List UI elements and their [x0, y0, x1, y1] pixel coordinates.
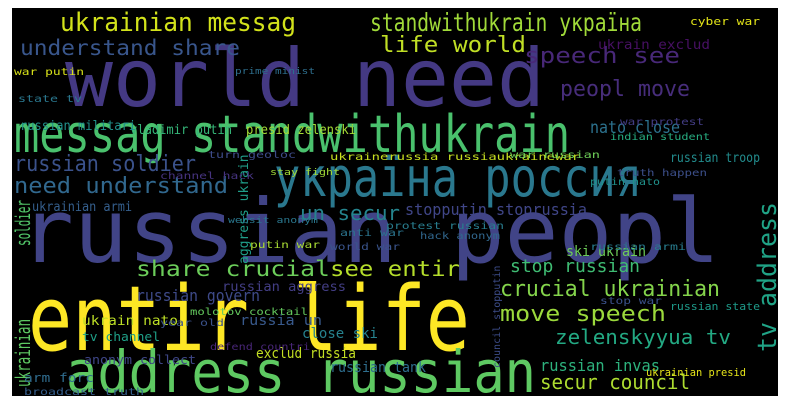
word: council stopputin: [492, 266, 503, 368]
word: year old: [160, 318, 224, 329]
cloud-background: [12, 8, 778, 396]
word: exclud russia: [256, 346, 356, 362]
word: understand share: [20, 36, 240, 60]
word: ukrainian presid: [646, 366, 746, 379]
word: broadcast truth: [24, 387, 144, 398]
word: stop russian: [510, 256, 640, 277]
word: war russian: [510, 150, 600, 161]
word: tv address: [753, 202, 783, 352]
word: stop war: [600, 296, 662, 307]
word: war protest: [620, 117, 704, 128]
word: life world: [380, 33, 526, 58]
word: russian peopl: [20, 180, 720, 283]
word: cyber war: [690, 15, 760, 28]
word: entir life: [28, 267, 470, 372]
word: molotov cocktail: [190, 307, 308, 318]
word: channel hack: [160, 171, 254, 182]
word: protest russian: [386, 221, 504, 232]
word: україна россия: [274, 146, 642, 209]
word: russia un: [240, 313, 322, 329]
word: soldier: [11, 200, 35, 246]
word: ukrainian messag: [60, 8, 296, 38]
word: world war: [330, 242, 400, 253]
word: anti war: [340, 228, 404, 239]
word: russian invas: [540, 356, 660, 375]
word: war putin: [14, 67, 84, 78]
word: truth happen: [617, 168, 707, 179]
word: russian govern: [136, 286, 260, 305]
word: stay fight: [270, 168, 340, 178]
word: ukrainian armi: [32, 200, 132, 215]
word: russian aggress: [222, 280, 346, 295]
word: secur council: [540, 370, 690, 394]
word: close ski: [302, 326, 378, 342]
word: russian militari: [20, 119, 136, 134]
word: crucial ukrainian: [500, 277, 720, 302]
word: aggress ukrain: [237, 154, 252, 264]
word: un secur: [300, 201, 400, 225]
word: standwithukrain україна: [370, 8, 642, 37]
word: russian soldier: [14, 152, 196, 177]
word: state tv: [18, 94, 82, 105]
word: address russian: [66, 338, 536, 405]
word: see entir: [330, 257, 460, 281]
word: prime minist: [235, 67, 315, 77]
word: messag standwithukrain: [14, 105, 570, 165]
word: indian student: [610, 132, 710, 143]
word: ukrainerussia russiaukrainewar: [330, 152, 580, 163]
word: move speech: [500, 302, 666, 327]
word: ukrain nato: [82, 314, 178, 329]
word: russian troop: [670, 151, 760, 166]
word: turn geoloc: [208, 150, 296, 161]
word: share crucial: [136, 257, 330, 281]
word: putin nato: [590, 177, 660, 188]
word: ukrainian: [11, 319, 35, 387]
word: presid zelenski: [246, 123, 356, 138]
word: tv channel: [82, 330, 160, 344]
word: peopl move: [560, 77, 690, 102]
word: world need: [65, 32, 545, 125]
word: arm forc: [24, 371, 94, 385]
word: ukrain exclud: [598, 38, 710, 53]
word: putin war: [250, 240, 320, 251]
word: hack anonym: [420, 231, 500, 242]
word: anonym collect: [84, 353, 196, 367]
word: russian state: [670, 300, 760, 313]
word: vladimir putin: [130, 123, 232, 138]
word: ski ukrain: [566, 244, 646, 260]
word: nato close: [590, 118, 680, 138]
word: zelenskyyua tv: [555, 325, 731, 349]
word: websit anonym: [228, 216, 318, 226]
word: speech see: [524, 44, 680, 69]
word: russian armi: [590, 242, 686, 253]
word: russian tank: [330, 360, 427, 376]
word: defend countri: [210, 342, 310, 353]
word: stopputin stoprussia: [405, 200, 587, 219]
word: need understand: [14, 174, 228, 199]
